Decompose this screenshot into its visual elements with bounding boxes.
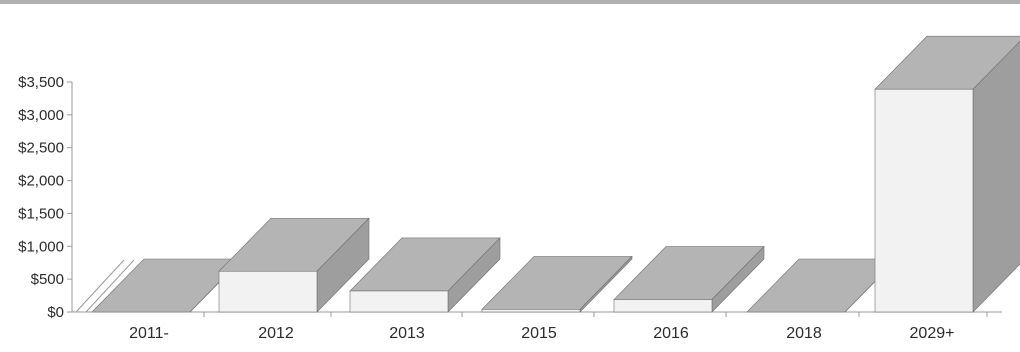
x-tick-label: 2029+ [910,325,955,342]
y-tick-label: $1,000 [18,238,64,255]
y-tick-label: $0 [47,304,64,321]
y-tick-label: $3,000 [18,107,64,124]
floor-edge-line [85,259,135,313]
top-border [0,0,1020,4]
y-tick-label: $500 [31,271,64,288]
bar-front-face [874,88,974,313]
bar-top-face [481,256,633,310]
y-tick-label: $2,000 [18,173,64,190]
bar-2018 [746,258,898,313]
bar-top-face [746,258,898,313]
x-tick-label: 2018 [786,325,822,342]
bars-group [91,35,1020,313]
y-tick-label: $1,500 [18,205,64,222]
bar-2015 [481,255,633,313]
x-tick-label: 2015 [521,325,557,342]
bar-front-face [218,270,318,313]
y-tick-label: $3,500 [18,74,64,91]
x-tick-label: 2011- [129,325,169,342]
bar-2016 [613,245,765,313]
x-tick-label: 2012 [258,325,294,342]
x-tick-label: 2016 [653,325,689,342]
bar-front-face [481,309,581,313]
bar-2029+ [874,35,1020,313]
floor-edge-line [75,259,125,313]
x-tick-label: 2013 [389,325,425,342]
labels-group: $0 $500 $1,000 $1,500 $2,000 $2,500 $3,000 $3,5… [18,74,954,342]
y-tick-label: $2,500 [18,140,64,157]
bar-2013 [349,237,501,313]
bar-2012 [218,217,370,313]
bar-front-face [349,290,449,313]
bar-front-face [613,299,713,313]
